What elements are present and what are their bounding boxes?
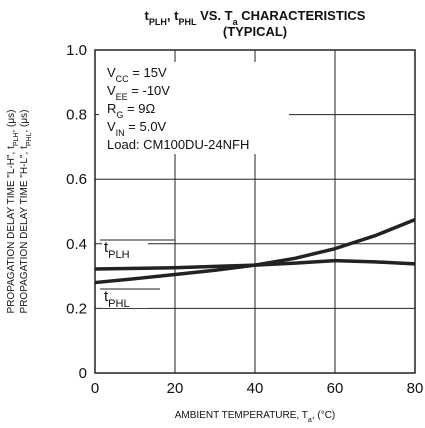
series-line	[94, 217, 416, 285]
text-part: IN	[116, 128, 125, 138]
text-part: (TYPICAL)	[223, 24, 287, 39]
text-part: a	[308, 417, 312, 424]
x-tick-label: 40	[247, 380, 264, 397]
chart-title: (TYPICAL)	[223, 24, 287, 39]
text-part: , (μs)	[19, 110, 30, 133]
y-tick-label: 1.0	[66, 42, 87, 59]
annotation: RG = 9Ω	[107, 101, 155, 120]
text-part: V	[107, 83, 116, 98]
annotation: Load: CM100DU-24NFH	[107, 137, 249, 152]
series-label: tPLH	[104, 239, 130, 261]
text-part: , (°C)	[312, 410, 335, 421]
x-tick-label: 80	[407, 380, 424, 397]
text-part: Load: CM100DU-24NFH	[107, 137, 249, 152]
text-part: V	[107, 65, 116, 80]
text-part: EE	[116, 92, 128, 102]
annotation-bg	[99, 62, 289, 154]
text-part: PLH	[149, 17, 167, 27]
text-part: R	[107, 101, 116, 116]
text-part: = 9Ω	[123, 101, 155, 116]
series-label-bg	[102, 286, 148, 308]
text-part: PHL	[26, 132, 33, 146]
text-part: t	[104, 239, 109, 256]
text-part: VS. T	[196, 8, 232, 23]
y-tick-label: 0	[79, 365, 87, 382]
y-tick-label: 0.4	[66, 236, 87, 253]
series-label: tPHL	[104, 288, 130, 310]
y-axis-label: PROPAGATION DELAY TIME "L-H", tPLH, (μs)	[6, 110, 20, 314]
x-tick-label: 60	[327, 380, 344, 397]
text-part: G	[116, 110, 123, 120]
text-part: AMBIENT TEMPERATURE, T	[175, 410, 308, 421]
plot-frame	[94, 49, 416, 374]
text-part: t	[145, 8, 150, 23]
text-part: PROPAGATION DELAY TIME "H-L", t	[19, 146, 30, 314]
text-part: , (μs)	[6, 110, 17, 133]
text-part: , t	[167, 8, 179, 23]
text-part: PHL	[108, 298, 129, 310]
text-part: PHL	[178, 17, 197, 27]
text-part: PLH	[108, 249, 129, 261]
y-tick-label: 0.2	[66, 300, 87, 317]
text-part: V	[107, 119, 116, 134]
y-tick-label: 0.8	[66, 107, 87, 124]
text-part: PLH	[13, 133, 20, 147]
annotation: VCC = 15V	[107, 65, 167, 84]
series-label-bg	[102, 237, 148, 259]
chart-title: tPLH, tPHL VS. Ta CHARACTERISTICS	[145, 8, 366, 27]
x-axis-label: AMBIENT TEMPERATURE, Ta, (°C)	[175, 410, 336, 424]
text-part: = 15V	[129, 65, 167, 80]
y-tick-label: 0.6	[66, 171, 87, 188]
text-part: = -10V	[128, 83, 171, 98]
text-part: CHARACTERISTICS	[238, 8, 366, 23]
x-tick-label: 0	[91, 380, 99, 397]
text-part: a	[233, 17, 239, 27]
text-part: t	[104, 288, 109, 305]
x-tick-label: 20	[167, 380, 184, 397]
text-part: CC	[116, 74, 129, 84]
annotation: VIN = 5.0V	[107, 119, 167, 138]
text-part: PROPAGATION DELAY TIME "L-H", t	[6, 146, 17, 314]
annotation: VEE = -10V	[107, 83, 170, 102]
y-axis-label: PROPAGATION DELAY TIME "H-L", tPHL, (μs)	[19, 110, 33, 314]
text-part: = 5.0V	[125, 119, 167, 134]
